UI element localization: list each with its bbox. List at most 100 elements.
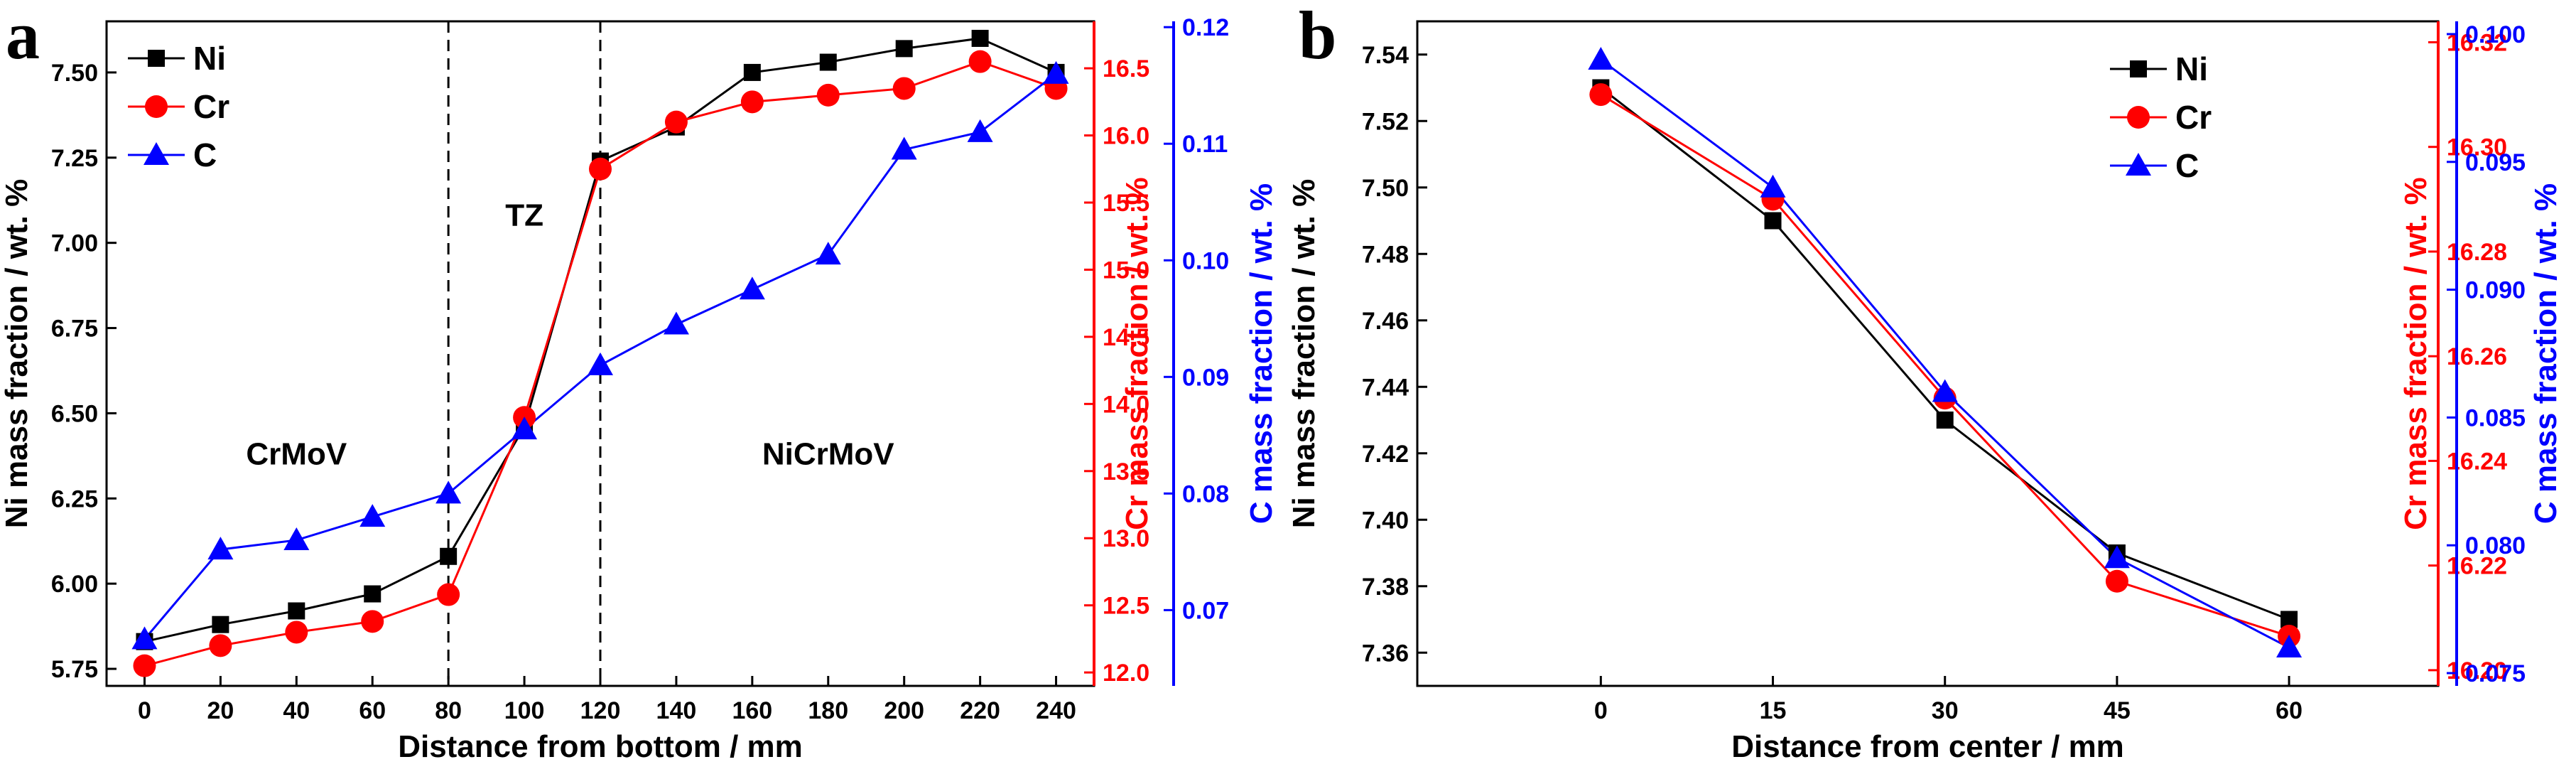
data-point-c <box>815 242 841 265</box>
x-tick-label: 0 <box>1594 697 1608 724</box>
y-right1-tick-label: 16.0 <box>1103 123 1149 150</box>
y-left-tick-label: 7.00 <box>51 230 98 257</box>
data-point-ni <box>971 29 989 47</box>
x-tick-label: 30 <box>1932 697 1959 724</box>
y-left-tick-label: 7.50 <box>51 60 98 87</box>
y-right1-tick-label: 13.0 <box>1103 525 1149 552</box>
y-right2-tick-label: 0.100 <box>2465 21 2526 48</box>
x-tick-label: 180 <box>808 697 848 724</box>
x-tick-label: 60 <box>359 697 386 724</box>
legend-label-ni: Ni <box>193 40 226 77</box>
data-point-ni <box>212 616 229 633</box>
legend-label-ni: Ni <box>2175 50 2208 87</box>
data-point-c <box>512 417 538 440</box>
x-tick-label: 220 <box>960 697 1000 724</box>
y-left-tick-label: 7.46 <box>1362 308 1409 335</box>
y-left-axis-title: Ni mass fraction / wt. % <box>0 179 34 528</box>
data-point-ni <box>1764 212 1782 230</box>
legend-marker-c <box>144 142 169 165</box>
legend-marker-ni <box>2130 60 2147 77</box>
data-point-cr <box>361 610 384 633</box>
data-point-ni <box>364 585 381 603</box>
data-point-c <box>207 537 234 560</box>
y-right1-axis-title: Cr mass fraction / wt. % <box>1120 177 1154 530</box>
x-axis-title: Distance from center / mm <box>1731 729 2124 764</box>
y-right2-tick-label: 0.11 <box>1182 131 1228 158</box>
data-point-cr <box>285 620 308 644</box>
y-left-tick-label: 7.50 <box>1362 175 1409 202</box>
data-point-c <box>1932 379 1958 402</box>
legend-marker-c <box>2126 153 2151 176</box>
y-right2-tick-label: 0.080 <box>2465 532 2526 559</box>
y-right2-tick-label: 0.075 <box>2465 660 2526 687</box>
data-point-c <box>891 136 917 160</box>
y-right1-tick-label: 14.0 <box>1103 391 1149 418</box>
x-tick-label: 200 <box>884 697 924 724</box>
x-tick-label: 20 <box>207 697 234 724</box>
data-point-cr <box>1589 83 1613 107</box>
y-right2-tick-label: 0.12 <box>1182 14 1229 41</box>
region-label: NiCrMoV <box>762 436 894 471</box>
legend-label-c: C <box>193 136 217 173</box>
x-tick-label: 240 <box>1036 697 1076 724</box>
y-right2-axis-title: C mass fraction / wt. % <box>2528 183 2563 524</box>
x-tick-label: 15 <box>1760 697 1787 724</box>
data-point-cr <box>816 83 840 107</box>
x-tick-label: 45 <box>2104 697 2131 724</box>
x-tick-label: 60 <box>2275 697 2302 724</box>
y-right2-axis-title: C mass fraction / wt. % <box>1244 183 1279 524</box>
data-point-c <box>739 276 765 300</box>
y-left-tick-label: 6.00 <box>51 571 98 598</box>
data-point-c <box>283 527 310 550</box>
data-point-cr <box>892 77 916 100</box>
data-point-c <box>435 480 462 504</box>
y-left-tick-label: 7.40 <box>1362 507 1409 534</box>
plot-frame <box>1416 20 2440 687</box>
data-point-ni <box>288 602 305 620</box>
data-point-cr <box>740 90 764 114</box>
data-point-c <box>2104 545 2130 569</box>
x-tick-label: 140 <box>656 697 697 724</box>
y-left-axis-title: Ni mass fraction / wt. % <box>1287 179 1321 528</box>
legend-label-cr: Cr <box>2175 99 2212 136</box>
panel-letter-a: a <box>6 0 40 73</box>
data-point-c <box>1043 60 1069 84</box>
data-point-ni <box>743 63 761 81</box>
y-right2-tick-label: 0.08 <box>1182 480 1229 507</box>
legend-marker-cr <box>145 95 168 118</box>
y-right1-tick-label: 12.5 <box>1103 593 1149 620</box>
y-right2-tick-label: 0.07 <box>1182 597 1229 624</box>
x-tick-label: 80 <box>435 697 462 724</box>
y-left-tick-label: 6.50 <box>51 400 98 427</box>
y-right1-tick-label: 15.5 <box>1103 190 1149 217</box>
data-point-ni <box>440 547 458 565</box>
data-point-c <box>967 119 993 142</box>
data-point-cr <box>664 110 688 134</box>
data-point-cr <box>209 634 232 657</box>
x-tick-label: 160 <box>732 697 772 724</box>
y-right1-tick-label: 16.5 <box>1103 55 1149 82</box>
region-label: TZ <box>505 198 543 233</box>
chart-a: 0 20 40 60 80 100 120 140 160 180 200 220 240 Distanc… <box>0 14 1279 764</box>
y-left-tick-label: 7.54 <box>1362 42 1409 69</box>
y-right2-tick-label: 0.095 <box>2465 149 2526 176</box>
data-point-cr <box>589 157 612 181</box>
y-left-tick-label: 7.25 <box>51 145 98 172</box>
data-point-c <box>131 626 158 650</box>
y-right2-tick-label: 0.085 <box>2465 404 2526 431</box>
data-point-cr <box>2105 569 2128 593</box>
y-right1-axis-title: Cr mass fraction / wt. % <box>2398 177 2433 530</box>
data-point-c <box>1588 46 1614 70</box>
y-right1-tick-label: 15.0 <box>1103 257 1149 284</box>
y-right1-tick-label: 13.5 <box>1103 458 1149 485</box>
data-point-ni <box>895 40 913 58</box>
y-right2-tick-label: 0.09 <box>1182 364 1229 391</box>
x-axis-title: Distance from bottom / mm <box>398 729 803 764</box>
data-point-c <box>588 352 613 375</box>
data-point-c <box>663 311 689 335</box>
y-right2-tick-label: 0.10 <box>1182 247 1229 274</box>
legend-label-c: C <box>2175 147 2199 184</box>
y-right1-tick-label: 14.5 <box>1103 324 1149 351</box>
x-tick-label: 120 <box>580 697 621 724</box>
